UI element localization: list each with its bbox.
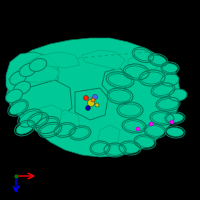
Polygon shape xyxy=(8,62,60,82)
Circle shape xyxy=(86,106,90,110)
Circle shape xyxy=(95,103,99,107)
Polygon shape xyxy=(82,50,125,70)
Ellipse shape xyxy=(158,99,178,109)
Polygon shape xyxy=(128,52,162,70)
Ellipse shape xyxy=(141,72,163,84)
Ellipse shape xyxy=(167,127,183,137)
Polygon shape xyxy=(38,105,62,125)
Polygon shape xyxy=(98,125,120,145)
Ellipse shape xyxy=(109,90,131,102)
Ellipse shape xyxy=(29,114,47,126)
Ellipse shape xyxy=(169,89,187,101)
Polygon shape xyxy=(28,52,80,68)
Polygon shape xyxy=(75,88,108,120)
Ellipse shape xyxy=(124,121,144,131)
Ellipse shape xyxy=(162,63,178,73)
Ellipse shape xyxy=(125,66,147,78)
Ellipse shape xyxy=(10,71,26,85)
Ellipse shape xyxy=(38,118,58,132)
Circle shape xyxy=(170,120,174,124)
Ellipse shape xyxy=(108,74,132,86)
Circle shape xyxy=(149,122,153,126)
Circle shape xyxy=(91,98,95,102)
Ellipse shape xyxy=(13,81,31,95)
Ellipse shape xyxy=(150,55,166,65)
Polygon shape xyxy=(55,110,80,133)
Circle shape xyxy=(92,95,98,99)
Circle shape xyxy=(88,99,95,106)
Circle shape xyxy=(84,96,88,100)
Polygon shape xyxy=(6,38,180,157)
Ellipse shape xyxy=(71,128,89,138)
Ellipse shape xyxy=(152,113,172,123)
Ellipse shape xyxy=(121,143,139,153)
Circle shape xyxy=(136,127,140,131)
Ellipse shape xyxy=(106,145,124,155)
Ellipse shape xyxy=(20,111,40,125)
Ellipse shape xyxy=(16,122,34,134)
Ellipse shape xyxy=(146,126,164,136)
Ellipse shape xyxy=(92,143,108,153)
Ellipse shape xyxy=(6,89,22,103)
Ellipse shape xyxy=(119,104,141,116)
Ellipse shape xyxy=(136,137,154,147)
Polygon shape xyxy=(102,68,128,94)
Polygon shape xyxy=(6,52,58,102)
Ellipse shape xyxy=(40,124,60,136)
Ellipse shape xyxy=(19,63,37,77)
Polygon shape xyxy=(12,80,72,118)
Ellipse shape xyxy=(161,74,179,86)
Ellipse shape xyxy=(153,85,173,95)
Ellipse shape xyxy=(9,101,27,115)
Ellipse shape xyxy=(167,113,183,123)
Ellipse shape xyxy=(29,59,47,71)
Ellipse shape xyxy=(134,49,152,61)
Ellipse shape xyxy=(56,124,74,136)
